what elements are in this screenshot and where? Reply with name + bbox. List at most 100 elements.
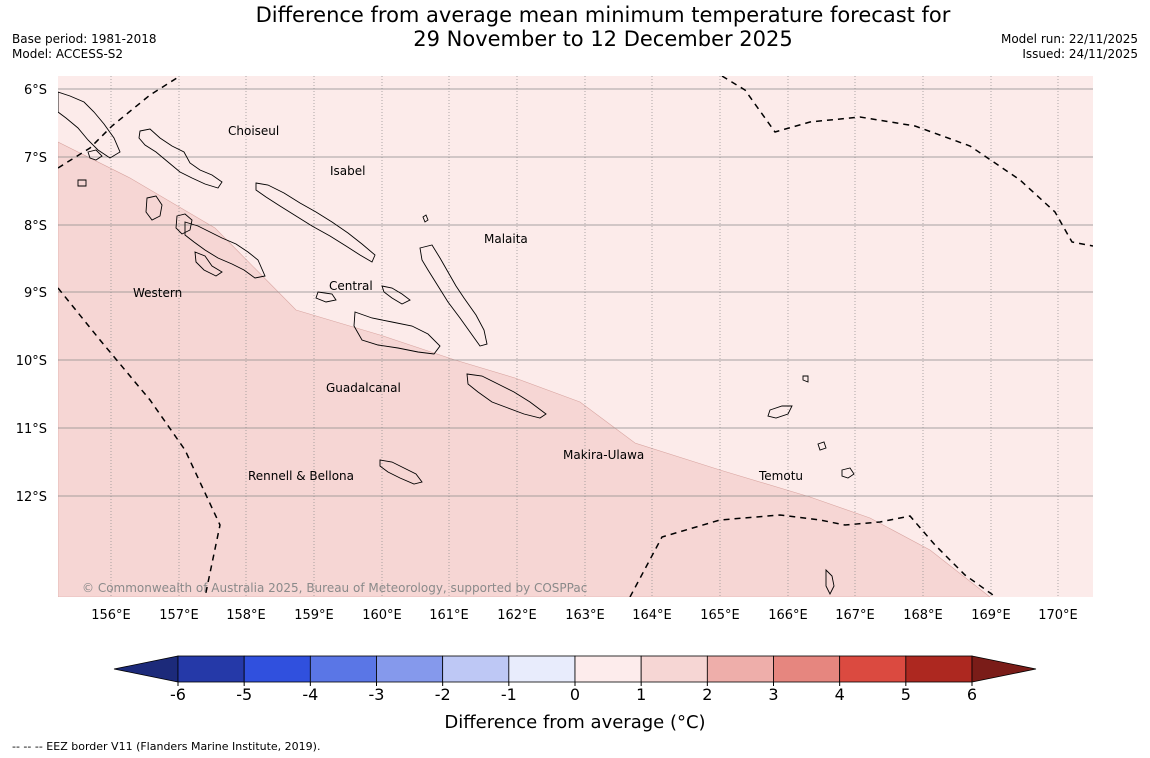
title-line-1: Difference from average mean minimum tem… [255,3,951,27]
colorbar-tick-label: -4 [302,685,318,704]
eez-north-west [58,76,181,169]
island-vella-lavella [145,195,163,221]
anomaly-zone-1-2 [58,141,991,597]
lon-label: 168°E [903,608,943,623]
lon-label: 165°E [700,608,740,623]
eez-footnote: -- -- -- EEZ border V11 (Flanders Marine… [12,740,321,753]
island-florida [315,291,337,303]
lon-label: 161°E [429,608,469,623]
colorbar-segment [839,655,907,683]
lat-label: 11°S [16,422,47,437]
meta-left: Base period: 1981-2018 Model: ACCESS-S2 [12,32,157,62]
colorbar-segment [905,655,973,683]
label-rennell-bellona: Rennell & Bellona [248,469,354,483]
eez-north-east [721,76,1093,247]
colorbar-tick-label: 4 [835,685,845,704]
colorbar-tick-label: 0 [570,685,580,704]
colorbar-tick-label: -3 [369,685,385,704]
island-treasury [77,179,87,187]
colorbar-segment [574,655,642,683]
meta-right: Model run: 22/11/2025 Issued: 24/11/2025 [1001,32,1138,62]
island-new-georgia [184,221,266,279]
island-santa-cruz [767,405,793,419]
lon-label: 167°E [835,608,875,623]
colorbar-tick-label: -6 [170,685,186,704]
lon-label: 156°E [91,608,131,623]
lon-label: 170°E [1038,608,1078,623]
lon-label: 163°E [565,608,605,623]
label-choiseul: Choiseul [228,124,279,138]
lat-label: 7°S [24,151,47,166]
region-labels: Choiseul Isabel Malaita Western Central … [133,124,803,483]
colorbar-label: Difference from average (°C) [444,712,705,733]
colorbar-tick-label: -5 [236,685,252,704]
longitude-labels: 156°E 157°E 158°E 159°E 160°E 161°E 162°E 163°E… [91,608,1078,623]
latitude-labels: 6°S 7°S 8°S 9°S 10°S 11°S 12°S [16,83,47,505]
lon-label: 162°E [497,608,537,623]
colorbar-segment [177,655,245,683]
island-reef [802,375,809,383]
island-makira [466,373,547,419]
island-bougainville [58,91,121,159]
label-isabel: Isabel [330,164,365,178]
lon-label: 164°E [632,608,672,623]
colorbar-segment [243,655,311,683]
label-malaita: Malaita [484,232,528,246]
island-guadalcanal [353,311,441,355]
model-run: Model run: 22/11/2025 [1000,32,1138,46]
lon-label: 166°E [768,608,808,623]
lat-label: 9°S [24,286,47,301]
map-title: Difference from average mean minimum tem… [200,3,1006,51]
colorbar-extend-high [971,655,1037,683]
map-figure: Choiseul Isabel Malaita Western Central … [16,76,1093,733]
lon-label: 158°E [226,608,266,623]
colorbar-segment [376,655,444,683]
island-duff [817,441,827,451]
island-shortlands [87,149,103,161]
lat-label: 12°S [16,490,47,505]
eez-south-west [58,287,221,597]
lon-label: 160°E [362,608,402,623]
colorbar-segment [640,655,708,683]
label-western: Western [133,286,182,300]
copyright-notice: © Commonwealth of Australia 2025, Bureau… [82,581,587,595]
island-russell [381,285,411,305]
model-name: Model: ACCESS-S2 [12,47,124,61]
lon-label: 169°E [971,608,1011,623]
island-isabel [255,182,376,263]
colorbar-tick-label: 2 [702,685,712,704]
lat-label: 8°S [24,219,47,234]
label-temotu: Temotu [758,469,803,483]
eez-south-east [629,514,998,597]
lat-label: 10°S [16,354,47,369]
colorbar-tick-label: 1 [636,685,646,704]
lon-label: 159°E [294,608,334,623]
lon-label: 157°E [159,608,199,623]
colorbar-tick-label: 5 [901,685,911,704]
island-kolombangara [175,213,193,235]
graticule [58,76,1093,597]
colorbar-tick-label: -1 [501,685,517,704]
issued-date: Issued: 24/11/2025 [1022,47,1138,61]
colorbar-segment [706,655,774,683]
colorbar-segment [508,655,576,683]
island-southern [825,568,835,596]
eez-border [58,76,1093,597]
colorbar: -6 -5 -4 -3 -2 -1 0 1 2 3 4 5 6 Difference from aver… [113,655,1037,733]
island-ontong [422,214,429,223]
island-vanikoro [841,467,855,479]
colorbar-segment [442,655,510,683]
label-guadalcanal: Guadalcanal [326,381,401,395]
colorbar-tick-label: 3 [768,685,778,704]
colorbar-tick-label: -2 [435,685,451,704]
label-central: Central [329,279,373,293]
label-makira-ulawa: Makira-Ulawa [563,448,644,462]
base-period: Base period: 1981-2018 [12,32,157,46]
colorbar-segment [309,655,377,683]
colorbar-tick-label: 6 [967,685,977,704]
island-rendova [194,251,223,277]
lat-label: 6°S [24,83,47,98]
island-choiseul [138,128,223,189]
island-rennell [379,459,423,485]
map-area: Choiseul Isabel Malaita Western Central … [58,76,1093,597]
